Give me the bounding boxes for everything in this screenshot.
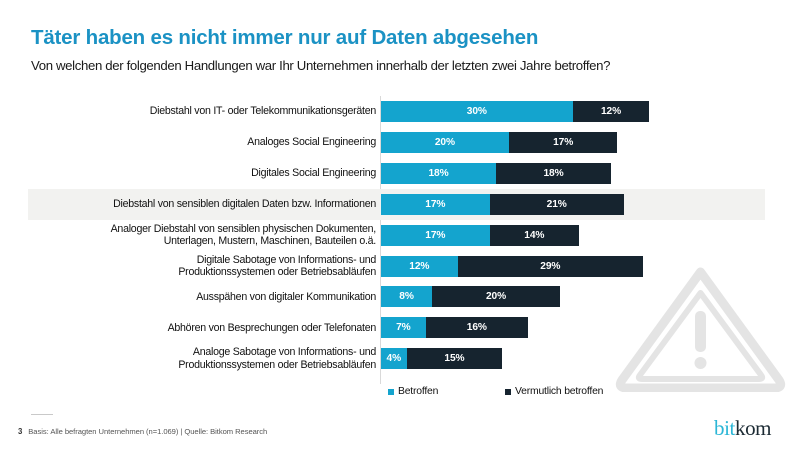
category-label: Diebstahl von IT- oder Telekommunikation… (56, 96, 377, 127)
stacked-bar: 18% 18% (381, 162, 612, 184)
bar-segment-vermutlich-betroffen: 18% (496, 162, 612, 184)
stacked-bar: 7% 16% (381, 317, 528, 339)
chart-row: Diebstahl von sensiblen digitalen Daten … (0, 188, 800, 220)
stacked-bar: 12% 29% (381, 255, 643, 277)
stacked-bar: 4% 15% (381, 348, 503, 370)
page-number: 3 (18, 427, 23, 436)
chart-axis-line (380, 96, 381, 384)
stacked-bar: 17% 21% (381, 193, 624, 215)
category-label: Analoger Diebstahl von sensiblen physisc… (56, 220, 377, 251)
legend-item: Betroffen (388, 386, 438, 397)
category-label: Analoges Social Engineering (56, 127, 376, 158)
bar-segment-vermutlich-betroffen: 17% (508, 131, 618, 153)
category-label: Digitales Social Engineering (56, 158, 376, 189)
chart-row: Digitale Sabotage von Informations- und P… (0, 251, 800, 282)
bar-segment-betroffen: 17% (381, 193, 490, 215)
legend-swatch (388, 388, 394, 395)
bar-segment-betroffen: 20% (381, 131, 509, 153)
category-label-line: Diebstahl von sensiblen digitalen Daten … (113, 197, 376, 210)
logo-text-kom: kom (734, 416, 772, 440)
bar-segment-vermutlich-betroffen: 14% (489, 224, 580, 246)
logo-text-bit: bit (714, 416, 735, 440)
footer-note: 3 Basis: Alle befragten Unternehmen (n=1… (18, 427, 267, 436)
bar-segment-vermutlich-betroffen: 21% (489, 193, 624, 215)
bar-segment-betroffen: 12% (381, 255, 458, 277)
category-label: Analoge Sabotage von Informations- und Pr… (56, 343, 376, 374)
chart-row: Analoges Social Engineering 20% 17% (0, 127, 800, 158)
page-title: Täter haben es nicht immer nur auf Daten… (31, 26, 539, 49)
legend-item: Vermutlich betroffen (505, 386, 603, 397)
footer-divider (31, 414, 53, 415)
bar-segment-betroffen: 7% (381, 317, 426, 339)
bar-segment-betroffen: 8% (381, 286, 433, 308)
bar-segment-vermutlich-betroffen: 16% (425, 317, 528, 339)
category-label-line: Analoges Social Engineering (247, 136, 376, 149)
bar-segment-vermutlich-betroffen: 12% (572, 101, 650, 122)
bar-segment-vermutlich-betroffen: 15% (406, 348, 503, 370)
category-label-line: Digitale Sabotage von Informations- und (196, 253, 377, 266)
chart-row: Diebstahl von IT- oder Telekommunikation… (0, 96, 800, 127)
bar-segment-betroffen: 4% (381, 348, 407, 370)
bar-segment-betroffen: 17% (381, 224, 490, 246)
category-label-line: Diebstahl von IT- oder Telekommunikation… (149, 105, 377, 118)
stacked-bar: 30% 12% (381, 101, 650, 122)
chart-row: Analoger Diebstahl von sensiblen physisc… (0, 220, 800, 251)
stacked-bar: 8% 20% (381, 286, 560, 308)
category-label: Abhören von Besprechungen oder Telefonat… (56, 312, 377, 343)
category-label-line: Ausspähen von digitaler Kommunikation (196, 290, 376, 303)
legend-swatch (505, 388, 511, 395)
bar-segment-vermutlich-betroffen: 20% (432, 286, 560, 308)
category-label-line: Analoger Diebstahl von sensiblen physisc… (110, 222, 377, 235)
stacked-bar: 20% 17% (381, 131, 618, 153)
category-label-line: Abhören von Besprechungen oder Telefonat… (167, 321, 377, 334)
legend-label: Betroffen (398, 386, 439, 397)
bar-segment-betroffen: 18% (381, 162, 497, 184)
source-note-text: Basis: Alle befragten Unternehmen (n=1.0… (28, 427, 268, 436)
legend-label: Vermutlich betroffen (515, 386, 604, 397)
page-subtitle: Von welchen der folgenden Handlungen war… (31, 58, 611, 73)
chart-row: Analoge Sabotage von Informations- und Pr… (0, 343, 800, 374)
category-label-line: Unterlagen, Mustern, Maschinen, Bauteile… (163, 235, 377, 248)
category-label-line: Digitales Social Engineering (251, 167, 376, 180)
category-label: Ausspähen von digitaler Kommunikation (56, 281, 376, 312)
bar-segment-vermutlich-betroffen: 29% (457, 255, 643, 277)
category-label-line: Produktionssystemen oder Betriebsabläufe… (178, 358, 376, 371)
chart-plot-area: Diebstahl von IT- oder Telekommunikation… (0, 96, 800, 384)
category-label: Digitale Sabotage von Informations- und P… (56, 251, 376, 282)
category-label-line: Produktionssystemen oder Betriebsabläufe… (178, 266, 376, 278)
chart-row: Digitales Social Engineering 18% 18% (0, 158, 800, 189)
category-label-line: Analoge Sabotage von Informations- und (192, 346, 376, 359)
bar-segment-betroffen: 30% (381, 101, 573, 122)
chart-row: Ausspähen von digitaler Kommunikation 8% 2… (0, 281, 800, 312)
category-label: Diebstahl von sensiblen digitalen Daten … (56, 189, 376, 220)
stacked-bar: 17% 14% (381, 224, 580, 246)
bitkom-logo: bitkom (714, 416, 772, 440)
chart-legend: Betroffen Vermutlich betroffen (0, 386, 800, 402)
chart-row: Abhören von Besprechungen oder Telefonat… (0, 312, 800, 343)
